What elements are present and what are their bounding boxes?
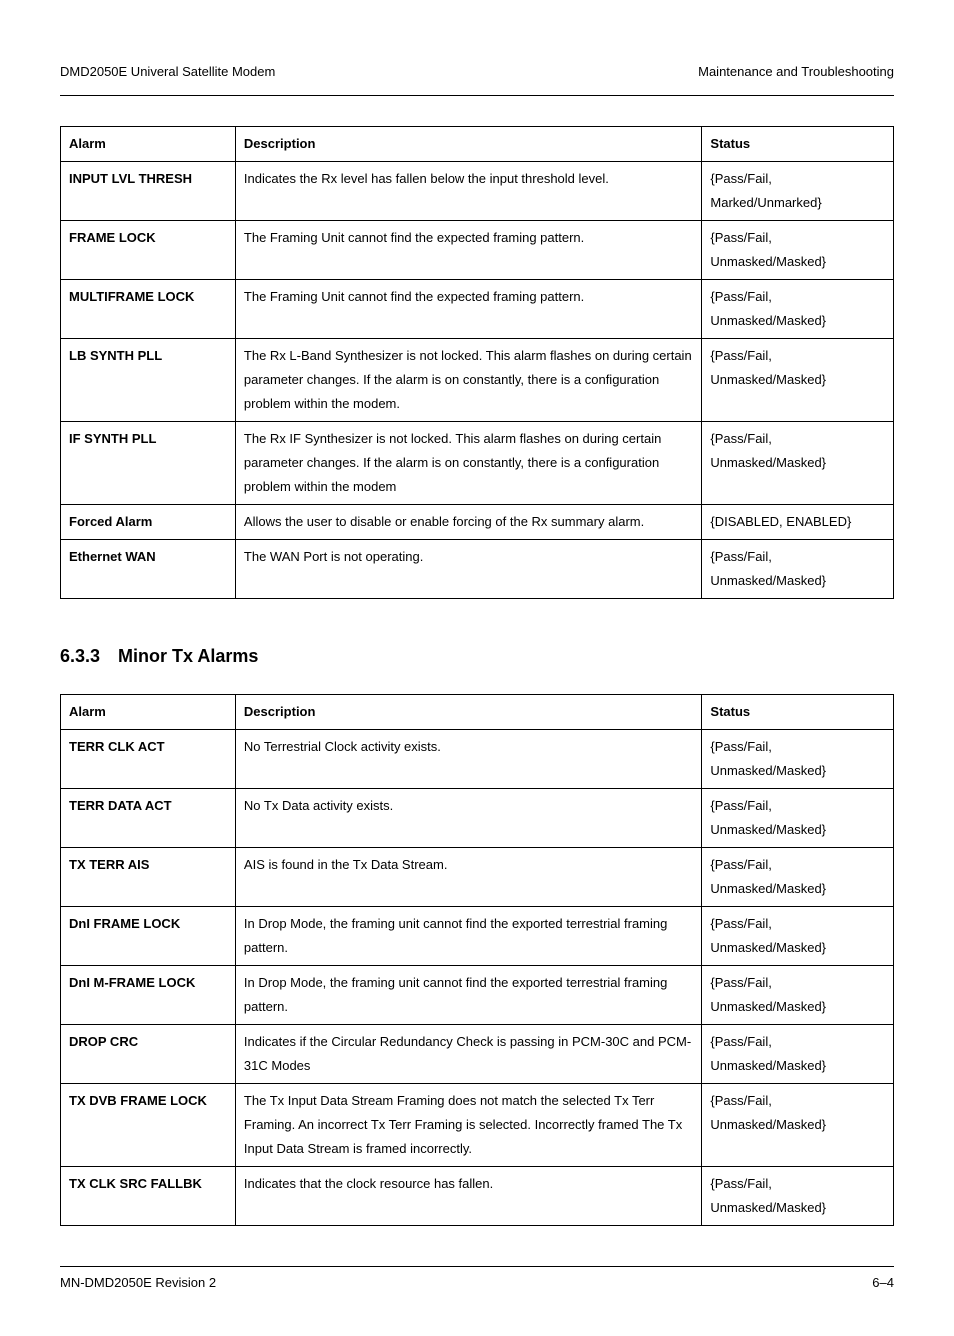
- alarm-cell: DROP CRC: [61, 1025, 236, 1084]
- status-cell: {Pass/Fail, Unmasked/Masked}: [702, 847, 894, 906]
- header-right: Maintenance and Troubleshooting: [698, 60, 894, 85]
- page-footer: MN-DMD2050E Revision 2 6–4: [60, 1266, 894, 1296]
- status-cell: {Pass/Fail, Unmasked/Masked}: [702, 788, 894, 847]
- col-desc-header: Description: [235, 694, 701, 729]
- status-cell: {Pass/Fail, Unmasked/Masked}: [702, 540, 894, 599]
- table-row: IF SYNTH PLLThe Rx IF Synthesizer is not…: [61, 422, 894, 505]
- col-alarm-header: Alarm: [61, 126, 236, 161]
- status-cell: {Pass/Fail, Marked/Unmarked}: [702, 161, 894, 220]
- alarm-cell: TERR CLK ACT: [61, 729, 236, 788]
- description-cell: The Rx IF Synthesizer is not locked. Thi…: [235, 422, 701, 505]
- status-cell: {Pass/Fail, Unmasked/Masked}: [702, 729, 894, 788]
- table-row: TERR DATA ACTNo Tx Data activity exists.…: [61, 788, 894, 847]
- description-cell: AIS is found in the Tx Data Stream.: [235, 847, 701, 906]
- col-status-header: Status: [702, 126, 894, 161]
- footer-left: MN-DMD2050E Revision 2: [60, 1271, 216, 1296]
- alarm-cell: TERR DATA ACT: [61, 788, 236, 847]
- description-cell: Indicates the Rx level has fallen below …: [235, 161, 701, 220]
- table-row: DROP CRCIndicates if the Circular Redund…: [61, 1025, 894, 1084]
- alarm-table-1: Alarm Description Status INPUT LVL THRES…: [60, 126, 894, 600]
- status-cell: {Pass/Fail, Unmasked/Masked}: [702, 220, 894, 279]
- table-row: TERR CLK ACTNo Terrestrial Clock activit…: [61, 729, 894, 788]
- table-row: DnI FRAME LOCKIn Drop Mode, the framing …: [61, 906, 894, 965]
- status-cell: {Pass/Fail, Unmasked/Masked}: [702, 339, 894, 422]
- status-cell: {DISABLED, ENABLED}: [702, 505, 894, 540]
- header-left: DMD2050E Univeral Satellite Modem: [60, 60, 275, 85]
- alarm-cell: TX DVB FRAME LOCK: [61, 1084, 236, 1167]
- description-cell: The Tx Input Data Stream Framing does no…: [235, 1084, 701, 1167]
- status-cell: {Pass/Fail, Unmasked/Masked}: [702, 1167, 894, 1226]
- table-row: TX DVB FRAME LOCKThe Tx Input Data Strea…: [61, 1084, 894, 1167]
- table-row: LB SYNTH PLLThe Rx L-Band Synthesizer is…: [61, 339, 894, 422]
- table-row: MULTIFRAME LOCKThe Framing Unit cannot f…: [61, 279, 894, 338]
- alarm-cell: Ethernet WAN: [61, 540, 236, 599]
- description-cell: The Framing Unit cannot find the expecte…: [235, 220, 701, 279]
- description-cell: No Terrestrial Clock activity exists.: [235, 729, 701, 788]
- description-cell: The Rx L-Band Synthesizer is not locked.…: [235, 339, 701, 422]
- description-cell: The Framing Unit cannot find the expecte…: [235, 279, 701, 338]
- table-row: FRAME LOCKThe Framing Unit cannot find t…: [61, 220, 894, 279]
- table-header-row: Alarm Description Status: [61, 126, 894, 161]
- table-row: Forced AlarmAllows the user to disable o…: [61, 505, 894, 540]
- col-status-header: Status: [702, 694, 894, 729]
- alarm-cell: INPUT LVL THRESH: [61, 161, 236, 220]
- status-cell: {Pass/Fail, Unmasked/Masked}: [702, 1025, 894, 1084]
- table-header-row: Alarm Description Status: [61, 694, 894, 729]
- alarm-cell: IF SYNTH PLL: [61, 422, 236, 505]
- status-cell: {Pass/Fail, Unmasked/Masked}: [702, 279, 894, 338]
- description-cell: In Drop Mode, the framing unit cannot fi…: [235, 966, 701, 1025]
- status-cell: {Pass/Fail, Unmasked/Masked}: [702, 966, 894, 1025]
- description-cell: Indicates that the clock resource has fa…: [235, 1167, 701, 1226]
- section-title: Minor Tx Alarms: [118, 646, 258, 666]
- section-number: 6.3.3: [60, 639, 100, 673]
- header-divider: [60, 95, 894, 96]
- alarm-cell: DnI FRAME LOCK: [61, 906, 236, 965]
- alarm-cell: TX CLK SRC FALLBK: [61, 1167, 236, 1226]
- col-alarm-header: Alarm: [61, 694, 236, 729]
- table-row: TX CLK SRC FALLBKIndicates that the cloc…: [61, 1167, 894, 1226]
- alarm-cell: LB SYNTH PLL: [61, 339, 236, 422]
- alarm-cell: MULTIFRAME LOCK: [61, 279, 236, 338]
- alarm-table-2: Alarm Description Status TERR CLK ACTNo …: [60, 694, 894, 1227]
- description-cell: The WAN Port is not operating.: [235, 540, 701, 599]
- description-cell: Allows the user to disable or enable for…: [235, 505, 701, 540]
- page-header: DMD2050E Univeral Satellite Modem Mainte…: [60, 60, 894, 85]
- status-cell: {Pass/Fail, Unmasked/Masked}: [702, 422, 894, 505]
- col-desc-header: Description: [235, 126, 701, 161]
- section-heading: 6.3.3 Minor Tx Alarms: [60, 639, 894, 673]
- description-cell: In Drop Mode, the framing unit cannot fi…: [235, 906, 701, 965]
- description-cell: No Tx Data activity exists.: [235, 788, 701, 847]
- table-row: DnI M-FRAME LOCKIn Drop Mode, the framin…: [61, 966, 894, 1025]
- table-row: TX TERR AISAIS is found in the Tx Data S…: [61, 847, 894, 906]
- alarm-cell: TX TERR AIS: [61, 847, 236, 906]
- alarm-cell: Forced Alarm: [61, 505, 236, 540]
- status-cell: {Pass/Fail, Unmasked/Masked}: [702, 1084, 894, 1167]
- alarm-cell: FRAME LOCK: [61, 220, 236, 279]
- table-row: Ethernet WANThe WAN Port is not operatin…: [61, 540, 894, 599]
- table-row: INPUT LVL THRESHIndicates the Rx level h…: [61, 161, 894, 220]
- description-cell: Indicates if the Circular Redundancy Che…: [235, 1025, 701, 1084]
- status-cell: {Pass/Fail, Unmasked/Masked}: [702, 906, 894, 965]
- footer-right: 6–4: [872, 1271, 894, 1296]
- alarm-cell: DnI M-FRAME LOCK: [61, 966, 236, 1025]
